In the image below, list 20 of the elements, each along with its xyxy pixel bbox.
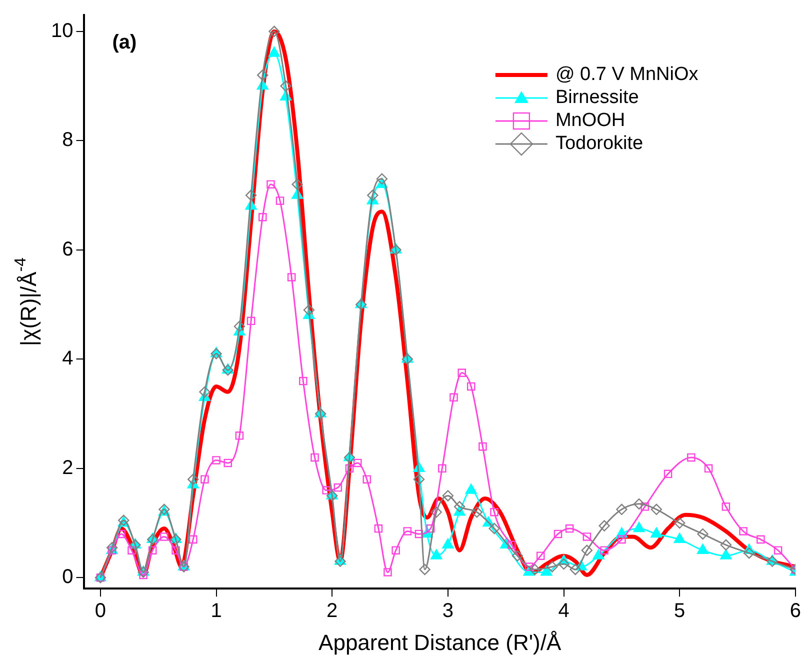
x-tick-label: 1	[210, 600, 222, 622]
y-tick-label: 0	[62, 566, 74, 588]
y-axis-title: |χ(R)|/Å-4	[12, 257, 42, 346]
legend-label: MnOOH	[555, 110, 626, 132]
x-tick-label: 2	[326, 600, 338, 622]
y-tick-label: 4	[62, 348, 74, 370]
y-tick-label: 10	[50, 20, 74, 42]
annotation: (a)	[112, 32, 137, 54]
x-tick-label: 3	[442, 600, 454, 622]
x-tick-label: 6	[790, 600, 801, 622]
legend-label: Birnessite	[555, 87, 639, 108]
y-tick-label: 8	[62, 129, 74, 152]
legend-label: Todorokite	[555, 133, 644, 154]
y-tick-label: 6	[62, 238, 74, 260]
x-tick-label: 4	[558, 600, 570, 622]
x-axis-title: Apparent Distance (R')/Å	[318, 630, 562, 655]
legend-label: @ 0.7 V MnNiOx	[555, 64, 699, 86]
y-tick-label: 2	[62, 456, 74, 479]
x-tick-label: 5	[674, 600, 686, 622]
x-tick-label: 0	[94, 600, 106, 622]
